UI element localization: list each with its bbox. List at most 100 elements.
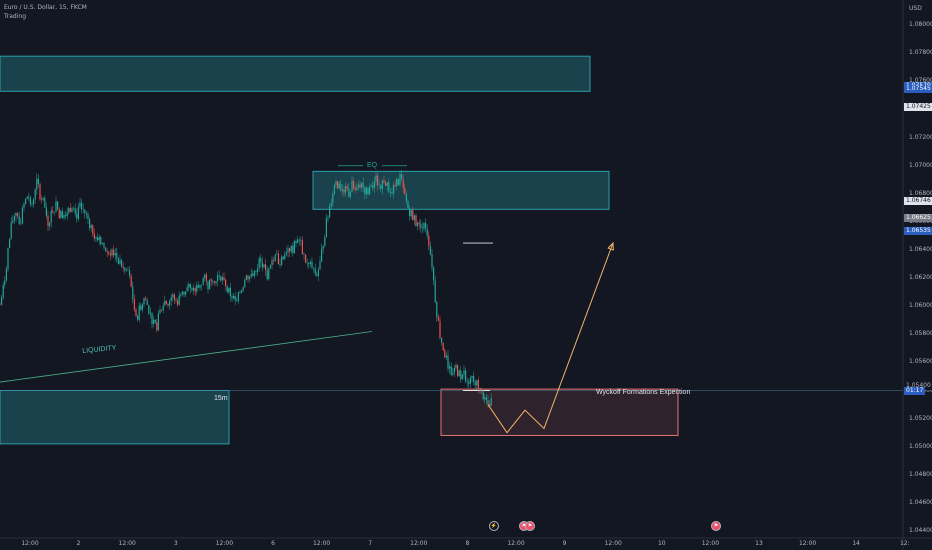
candle-body: [354, 188, 356, 191]
candle-body: [445, 355, 447, 358]
candle-body: [121, 260, 123, 267]
candle-body: [385, 182, 387, 186]
candle-body: [330, 203, 332, 206]
candle-body: [140, 305, 142, 310]
candle-body: [92, 225, 94, 235]
candle-body: [119, 260, 121, 264]
candle-body: [13, 216, 15, 221]
candle-body: [87, 214, 89, 220]
price-tag: 1.06746: [904, 197, 932, 206]
candle-body: [482, 390, 484, 400]
flag-us-icon[interactable]: ⚑: [711, 521, 721, 531]
candle-body: [197, 284, 199, 288]
candle-body: [426, 228, 428, 236]
candle-body: [153, 319, 155, 325]
candle-body: [130, 275, 132, 287]
candle-body: [343, 189, 345, 193]
candle-body: [241, 290, 243, 293]
candle-body: [60, 210, 62, 218]
candle-body: [204, 274, 206, 278]
candle-body: [0, 304, 1, 306]
x-tick-label: 12:00: [507, 540, 525, 547]
candle-body: [9, 238, 11, 249]
candle-body: [162, 305, 164, 311]
candle-body: [439, 320, 441, 338]
candle-body: [349, 192, 351, 197]
y-tick-label: 1.08000: [909, 21, 932, 29]
candle-body: [460, 370, 462, 380]
y-tick-label: 1.05000: [909, 442, 932, 450]
candle-body: [428, 235, 430, 247]
candle-body: [148, 304, 150, 314]
candle-body: [225, 279, 227, 287]
candle-body: [63, 215, 65, 218]
y-tick-label: 1.05600: [909, 358, 932, 366]
candle-body: [53, 212, 55, 213]
candle-body: [410, 210, 412, 217]
candle-body: [381, 180, 383, 190]
candle-body: [477, 380, 479, 390]
candle-body: [4, 280, 6, 285]
candle-body: [164, 300, 166, 306]
candle-body: [7, 248, 9, 269]
candle-body: [370, 185, 372, 187]
candle-body: [49, 222, 51, 227]
candle-body: [340, 183, 342, 191]
candle-body: [327, 216, 329, 219]
candle-body: [309, 261, 311, 265]
candle-body: [12, 220, 14, 223]
candle-body: [52, 210, 54, 213]
candle-body: [205, 274, 207, 281]
candle-body: [85, 213, 87, 215]
candle-body: [377, 175, 379, 186]
candle-body: [236, 300, 238, 302]
candle-body: [476, 380, 478, 386]
candle-body: [61, 210, 63, 218]
price-tag: 1.06535: [904, 227, 932, 236]
candle-body: [362, 182, 364, 188]
candle-body: [21, 207, 23, 224]
candle-body: [1, 297, 3, 305]
candle-body: [247, 275, 249, 280]
candle-body: [189, 283, 191, 289]
eq-zone: [312, 170, 610, 210]
candle-body: [207, 280, 209, 290]
candle-body: [351, 180, 353, 193]
candle-body: [484, 397, 486, 400]
candle-body: [361, 182, 363, 188]
candle-body: [409, 208, 411, 217]
candle-body: [114, 253, 116, 256]
y-tick-label: 1.04800: [909, 470, 932, 478]
candle-body: [418, 222, 420, 225]
candle-body: [169, 301, 171, 306]
candle-body: [282, 256, 284, 260]
candle-body: [274, 254, 276, 262]
candle-body: [39, 184, 41, 200]
candle-body: [313, 267, 315, 269]
candle-body: [321, 249, 323, 262]
flag-us-eu-icon-2[interactable]: ⚑: [525, 521, 535, 531]
projection-arrowhead: [607, 241, 614, 251]
candle-body: [316, 274, 318, 276]
candle-body: [269, 265, 271, 269]
candle-body: [250, 273, 252, 277]
candle-body: [364, 187, 366, 195]
candle-body: [453, 368, 455, 373]
candle-body: [133, 299, 135, 310]
timeframe-label: 15m: [214, 395, 228, 402]
candle-body: [244, 279, 246, 288]
candle-body: [156, 322, 158, 331]
candle-body: [111, 249, 113, 256]
candle-body: [221, 277, 223, 281]
candle-body: [154, 319, 156, 323]
candle-body: [37, 178, 39, 185]
currency-label: USD: [909, 5, 922, 12]
price-tag: 1.07425: [904, 102, 932, 111]
candle-body: [420, 224, 422, 228]
candle-body: [447, 355, 449, 369]
candle-body: [55, 201, 57, 213]
x-tick-label: 7: [368, 540, 373, 547]
flash-icon[interactable]: ⚡: [489, 521, 499, 531]
